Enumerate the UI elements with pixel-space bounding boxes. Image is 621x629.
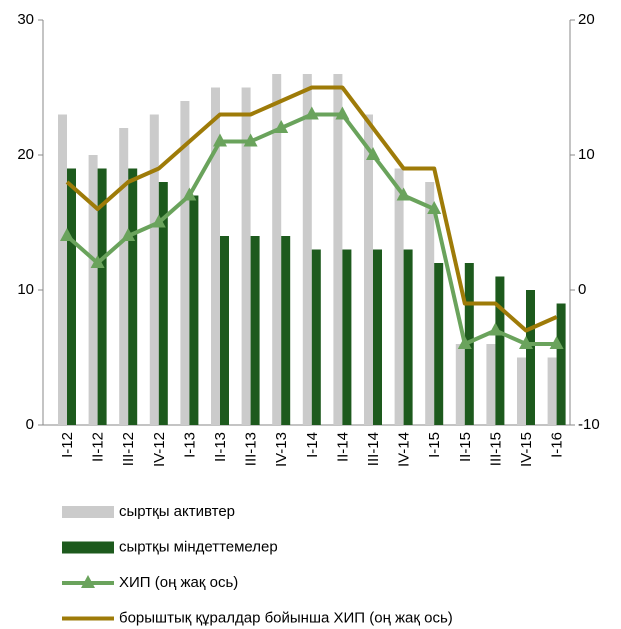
bar: [158, 182, 168, 425]
legend-label: сыртқы міндеттемелер: [119, 538, 278, 555]
bar: [364, 114, 373, 425]
bar: [302, 74, 312, 425]
x-tick-label: I-13: [181, 432, 198, 458]
x-tick-label: III-12: [120, 432, 137, 466]
legend-label: ХИП (оң жақ ось): [119, 574, 238, 591]
x-tick-label: IV-13: [273, 432, 290, 467]
x-tick-label: III-14: [365, 432, 382, 466]
x-tick-label: I-12: [59, 432, 76, 458]
y2-tick-label: 10: [578, 146, 595, 163]
marker: [90, 255, 105, 268]
x-tick-label: I-14: [304, 432, 321, 458]
bar: [394, 168, 404, 425]
bar: [517, 357, 526, 425]
x-tick-label: IV-14: [396, 432, 413, 467]
bar: [189, 195, 199, 425]
y-tick-label: 30: [17, 11, 34, 28]
legend-swatch: [62, 541, 114, 554]
y2-tick-label: -10: [578, 416, 600, 433]
marker: [427, 201, 442, 214]
bar: [58, 114, 67, 425]
bar: [373, 249, 382, 425]
marker: [151, 214, 166, 228]
legend-swatch: [62, 506, 114, 518]
bar: [128, 168, 138, 425]
x-tick-label: III-13: [243, 432, 260, 466]
x-tick-label: III-15: [487, 432, 504, 466]
marker: [335, 106, 350, 120]
y-tick-label: 0: [26, 416, 34, 433]
marker: [60, 228, 74, 241]
line: [65, 85, 558, 333]
bar: [333, 74, 343, 425]
bar: [486, 344, 496, 425]
bar: [211, 87, 220, 425]
marker: [274, 120, 289, 133]
x-tick-label: I-16: [549, 432, 566, 458]
marker: [549, 336, 564, 349]
marker: [488, 322, 503, 336]
bar: [250, 236, 260, 425]
bar: [281, 236, 291, 425]
bar: [556, 303, 566, 425]
bar: [425, 182, 435, 425]
y2-tick-label: 20: [578, 11, 595, 28]
marker: [396, 187, 411, 201]
marker: [519, 336, 533, 349]
y-tick-label: 20: [17, 146, 34, 163]
bar: [434, 263, 444, 425]
marker: [182, 187, 197, 201]
x-tick-label: II-14: [334, 432, 351, 462]
bar: [455, 344, 465, 425]
bar: [180, 101, 190, 425]
marker: [457, 336, 472, 349]
bar: [311, 249, 321, 425]
x-tick-label: II-15: [457, 432, 474, 462]
x-tick-label: IV-12: [151, 432, 168, 467]
marker: [213, 133, 227, 147]
x-tick-label: IV-15: [518, 432, 535, 467]
bar: [67, 168, 76, 425]
bar: [547, 357, 557, 425]
legend-marker: [81, 575, 95, 588]
bar: [220, 236, 229, 425]
marker: [121, 228, 136, 241]
x-tick-label: II-13: [212, 432, 229, 462]
legend-label: борыштық құралдар бойынша ХИП (оң жақ ос…: [119, 609, 453, 626]
marker: [304, 106, 319, 120]
marker: [243, 133, 258, 147]
y-tick-label: 10: [17, 281, 34, 298]
y2-tick-label: 0: [578, 281, 586, 298]
bar: [526, 290, 535, 425]
bar: [88, 155, 98, 425]
x-tick-label: I-15: [426, 432, 443, 458]
bar: [241, 87, 251, 425]
bar: [97, 168, 107, 425]
bar: [119, 128, 129, 425]
marker: [366, 147, 380, 160]
legend-label: сыртқы активтер: [119, 503, 235, 520]
bar: [149, 114, 159, 425]
bar: [272, 74, 282, 425]
bar: [403, 249, 413, 425]
x-tick-label: II-12: [90, 432, 107, 462]
bar: [342, 249, 352, 425]
bar: [495, 276, 505, 425]
